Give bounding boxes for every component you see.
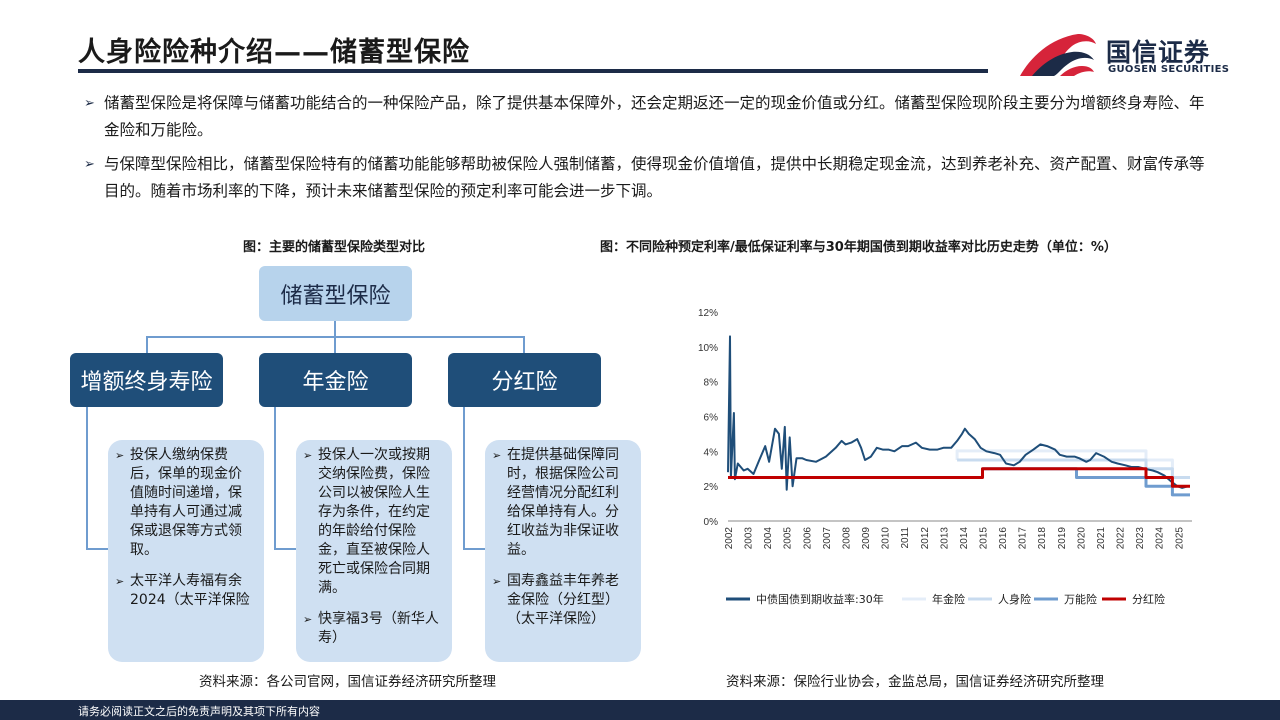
card-text: 快享福3号（新华人寿） — [318, 611, 439, 646]
card-text: 投保人一次或按期交纳保险费，保险公司以被保险人生存为条件，在约定的年龄给付保险金… — [318, 447, 430, 596]
x-tick-label: 2013 — [939, 527, 950, 550]
y-tick-label: 10% — [698, 343, 718, 354]
guosen-logo-icon — [1020, 34, 1096, 76]
x-tick-label: 2005 — [783, 527, 794, 550]
x-tick-label: 2014 — [959, 527, 970, 550]
legend-label: 年金险 — [932, 592, 965, 606]
triangle-bullet-icon: ➢ — [492, 575, 502, 588]
connector-line — [274, 407, 276, 549]
page-title: 人身险险种介绍——储蓄型保险 — [78, 37, 470, 68]
connector-line — [86, 548, 108, 550]
x-tick-label: 2011 — [900, 527, 911, 549]
intro-bullets: ➢ 储蓄型保险是将保障与储蓄功能结合的一种保险产品，除了提供基本保障外，还会定期… — [84, 90, 1214, 212]
x-tick-label: 2006 — [802, 527, 813, 550]
y-tick-label: 4% — [704, 447, 719, 458]
series-line-1 — [955, 449, 1190, 479]
connector-line — [334, 336, 336, 353]
arrow-bullet-icon: ➢ — [84, 96, 95, 111]
series-line-4 — [728, 467, 1190, 488]
x-tick-label: 2021 — [1096, 527, 1107, 550]
x-tick-label: 2003 — [744, 527, 755, 550]
x-tick-label: 2004 — [763, 527, 774, 550]
x-tick-label: 2019 — [1057, 527, 1068, 550]
x-tick-label: 2017 — [1018, 527, 1029, 550]
title-underline — [78, 69, 988, 73]
right-figure-caption: 图：不同险种预定利率/最低保证利率与30年期国债到期收益率对比历史走势（单位：%… — [600, 240, 1117, 255]
x-tick-label: 2002 — [724, 527, 735, 550]
card-whole-life: ➢ 投保人缴纳保费后，保单的现金价值随时间递增，保单持有人可通过减保或退保等方式… — [108, 440, 264, 662]
arrow-bullet-icon: ➢ — [84, 157, 95, 172]
card-text: 投保人缴纳保费后，保单的现金价值随时间递增，保单持有人可通过减保或退保等方式领取… — [130, 447, 242, 558]
bullet-item: ➢ 储蓄型保险是将保障与储蓄功能结合的一种保险产品，除了提供基本保障外，还会定期… — [84, 90, 1214, 144]
y-tick-label: 6% — [704, 413, 719, 424]
card-text: 国寿鑫益丰年养老金保险（分红型）（太平洋保险） — [507, 573, 619, 627]
card-item: ➢ 国寿鑫益丰年养老金保险（分红型）（太平洋保险） — [492, 572, 631, 629]
card-text: 在提供基础保障同时，根据保险公司经营情况分配红利给保单持有人。分红收益为非保证收… — [507, 447, 619, 558]
diagram-root-node: 储蓄型保险 — [259, 266, 412, 321]
series-line-0 — [727, 335, 1189, 491]
triangle-bullet-icon: ➢ — [303, 613, 313, 626]
connector-line — [334, 321, 336, 337]
card-item: ➢ 太平洋人寿福有余2024（太平洋保险 — [115, 572, 254, 610]
legend-label: 人身险 — [998, 592, 1031, 606]
card-item: ➢ 在提供基础保障同时，根据保险公司经营情况分配红利给保单持有人。分红收益为非保… — [492, 446, 631, 560]
card-item: ➢ 快享福3号（新华人寿） — [303, 610, 442, 648]
x-tick-label: 2009 — [861, 527, 872, 550]
bullet-item: ➢ 与保障型保险相比，储蓄型保险特有的储蓄功能能够帮助被保险人强制储蓄，使得现金… — [84, 151, 1214, 205]
card-dividend: ➢ 在提供基础保障同时，根据保险公司经营情况分配红利给保单持有人。分红收益为非保… — [485, 440, 641, 662]
x-tick-label: 2016 — [998, 527, 1009, 550]
category-node-whole-life: 增额终身寿险 — [70, 353, 223, 407]
legend-label: 中债国债到期收益率:30年 — [756, 592, 884, 606]
bullet-text: 与保障型保险相比，储蓄型保险特有的储蓄功能能够帮助被保险人强制储蓄，使得现金价值… — [104, 155, 1205, 200]
legend-label: 分红险 — [1132, 592, 1165, 606]
category-label: 增额终身寿险 — [80, 370, 213, 395]
connector-line — [463, 548, 485, 550]
x-tick-label: 2024 — [1155, 527, 1166, 550]
triangle-bullet-icon: ➢ — [492, 449, 502, 462]
x-tick-label: 2010 — [881, 527, 892, 550]
y-tick-label: 2% — [704, 482, 719, 493]
x-tick-label: 2022 — [1116, 527, 1127, 550]
root-label: 储蓄型保险 — [280, 283, 391, 309]
connector-line — [463, 407, 465, 549]
category-label: 年金险 — [302, 370, 369, 395]
card-annuity: ➢ 投保人一次或按期交纳保险费，保险公司以被保险人生存为条件，在约定的年龄给付保… — [296, 440, 452, 662]
x-tick-label: 2008 — [841, 527, 852, 550]
bullet-text: 储蓄型保险是将保障与储蓄功能结合的一种保险产品，除了提供基本保障外，还会定期返还… — [104, 94, 1205, 139]
footer-bar: 请务必阅读正文之后的免责声明及其项下所有内容 — [0, 700, 1280, 720]
x-tick-label: 2007 — [822, 527, 833, 550]
logo-english-name: GUOSEN SECURITIES — [1108, 64, 1230, 75]
logo-name: 国信证券 — [1106, 38, 1211, 67]
left-figure-source: 资料来源：各公司官网，国信证券经济研究所整理 — [199, 674, 496, 690]
y-tick-label: 12% — [698, 308, 718, 319]
card-item: ➢ 投保人缴纳保费后，保单的现金价值随时间递增，保单持有人可通过减保或退保等方式… — [115, 446, 254, 560]
right-figure-source: 资料来源：保险行业协会，金监总局，国信证券经济研究所整理 — [726, 674, 1104, 690]
legend-label: 万能险 — [1064, 592, 1097, 606]
x-tick-label: 2012 — [920, 527, 931, 550]
triangle-bullet-icon: ➢ — [115, 449, 125, 462]
x-tick-label: 2020 — [1076, 527, 1087, 550]
left-figure-caption: 图：主要的储蓄型保险类型对比 — [243, 240, 426, 255]
category-node-annuity: 年金险 — [259, 353, 412, 407]
category-label: 分红险 — [491, 370, 558, 395]
x-tick-label: 2018 — [1037, 527, 1048, 550]
footer-disclaimer: 请务必阅读正文之后的免责声明及其项下所有内容 — [78, 705, 320, 718]
connector-line — [86, 407, 88, 549]
connector-line — [523, 336, 525, 353]
connector-line — [146, 336, 148, 353]
connector-line — [274, 548, 296, 550]
x-tick-label: 2025 — [1174, 527, 1185, 550]
triangle-bullet-icon: ➢ — [115, 575, 125, 588]
x-tick-label: 2023 — [1135, 527, 1146, 550]
category-node-dividend: 分红险 — [448, 353, 601, 407]
card-text: 太平洋人寿福有余2024（太平洋保险 — [130, 573, 250, 608]
y-tick-label: 0% — [704, 517, 719, 528]
y-tick-label: 8% — [704, 378, 719, 389]
rate-history-chart: 0% 2% 4% 6% 8% 10% 12% 2002 2003 2004 2005 2006 2007… — [698, 308, 1192, 606]
triangle-bullet-icon: ➢ — [303, 449, 313, 462]
card-item: ➢ 投保人一次或按期交纳保险费，保险公司以被保险人生存为条件，在约定的年龄给付保… — [303, 446, 442, 598]
x-tick-label: 2015 — [979, 527, 990, 550]
